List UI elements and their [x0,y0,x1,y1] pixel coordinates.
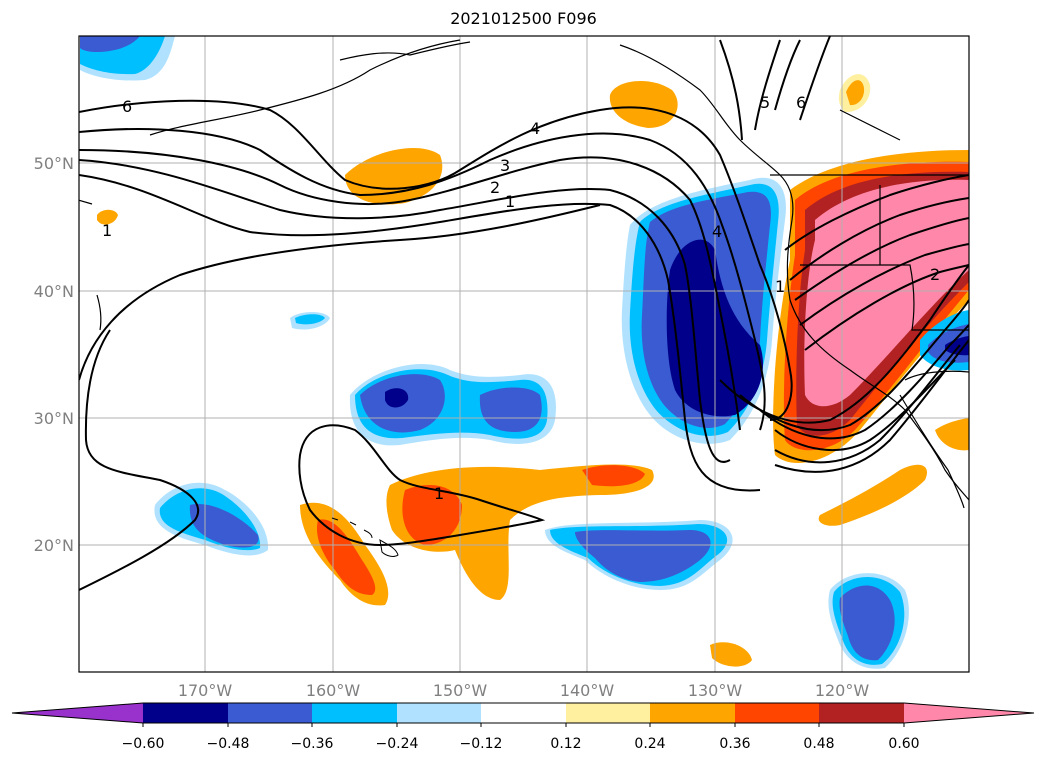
colorbar-segment [819,703,904,723]
contour-label: 1 [775,277,785,296]
coastlines [79,39,969,509]
colorbar-tick-label: −0.60 [122,736,165,752]
contour-label: 6 [122,97,132,116]
lon-label: 140°W [560,681,615,700]
map-content: 6 4 3 2 1 1 1 4 5 6 1 2 [79,36,969,672]
positive-anomaly-fills [97,74,969,667]
contour-label: 2 [490,178,500,197]
colorbar-tick-label: 0.12 [550,736,581,752]
contour-label: 1 [102,221,112,240]
colorbar: −0.60 −0.48 −0.36 −0.24 −0.12 0.12 0.24 0.36 0.4… [11,702,1035,752]
colorbar-tick-label: 0.48 [803,736,834,752]
contour-label: 4 [712,222,722,241]
graticule [79,36,969,672]
colorbar-extend-max [904,703,1034,723]
colorbar-extend-min [12,703,143,723]
lon-label: 120°W [815,681,870,700]
contour-label: 2 [930,265,940,284]
colorbar-tick-label: −0.24 [376,736,419,752]
colorbar-tick-label: −0.48 [207,736,250,752]
contour-label: 4 [530,119,540,138]
lon-label: 130°W [688,681,743,700]
contour-label: 5 [760,93,770,112]
lat-label: 20°N [34,536,74,555]
negative-anomaly-fills [80,36,969,669]
colorbar-segment [566,703,650,723]
colorbar-segment [650,703,735,723]
lat-label: 30°N [34,409,74,428]
colorbar-tick-label: 0.60 [888,736,919,752]
colorbar-segment [143,703,228,723]
lon-label: 170°W [178,681,233,700]
colorbar-segment [397,703,481,723]
lat-label: 50°N [34,154,74,173]
colorbar-segment [312,703,397,723]
colorbar-segment [481,703,566,723]
lon-label: 150°W [433,681,488,700]
colorbar-segment [228,703,312,723]
colorbar-segment [735,703,819,723]
longitude-labels: 170°W 160°W 150°W 140°W 130°W 120°W [178,681,870,700]
map-frame [78,35,970,673]
colorbar-tick-label: −0.36 [291,736,334,752]
map-title: 2021012500 F096 [450,9,597,28]
colorbar-tick-label: 0.24 [634,736,665,752]
contour-label: 3 [500,156,510,175]
contour-label: 6 [796,93,806,112]
lon-label: 160°W [306,681,361,700]
lat-label: 40°N [34,282,74,301]
contour-labels: 6 4 3 2 1 1 1 4 5 6 1 2 [102,93,940,503]
colorbar-tick-label: 0.36 [719,736,750,752]
contour-lines [79,36,969,591]
latitude-labels: 50°N 40°N 30°N 20°N [34,154,74,555]
contour-label: 1 [434,484,444,503]
contour-label: 1 [505,192,515,211]
colorbar-tick-label: −0.12 [460,736,503,752]
